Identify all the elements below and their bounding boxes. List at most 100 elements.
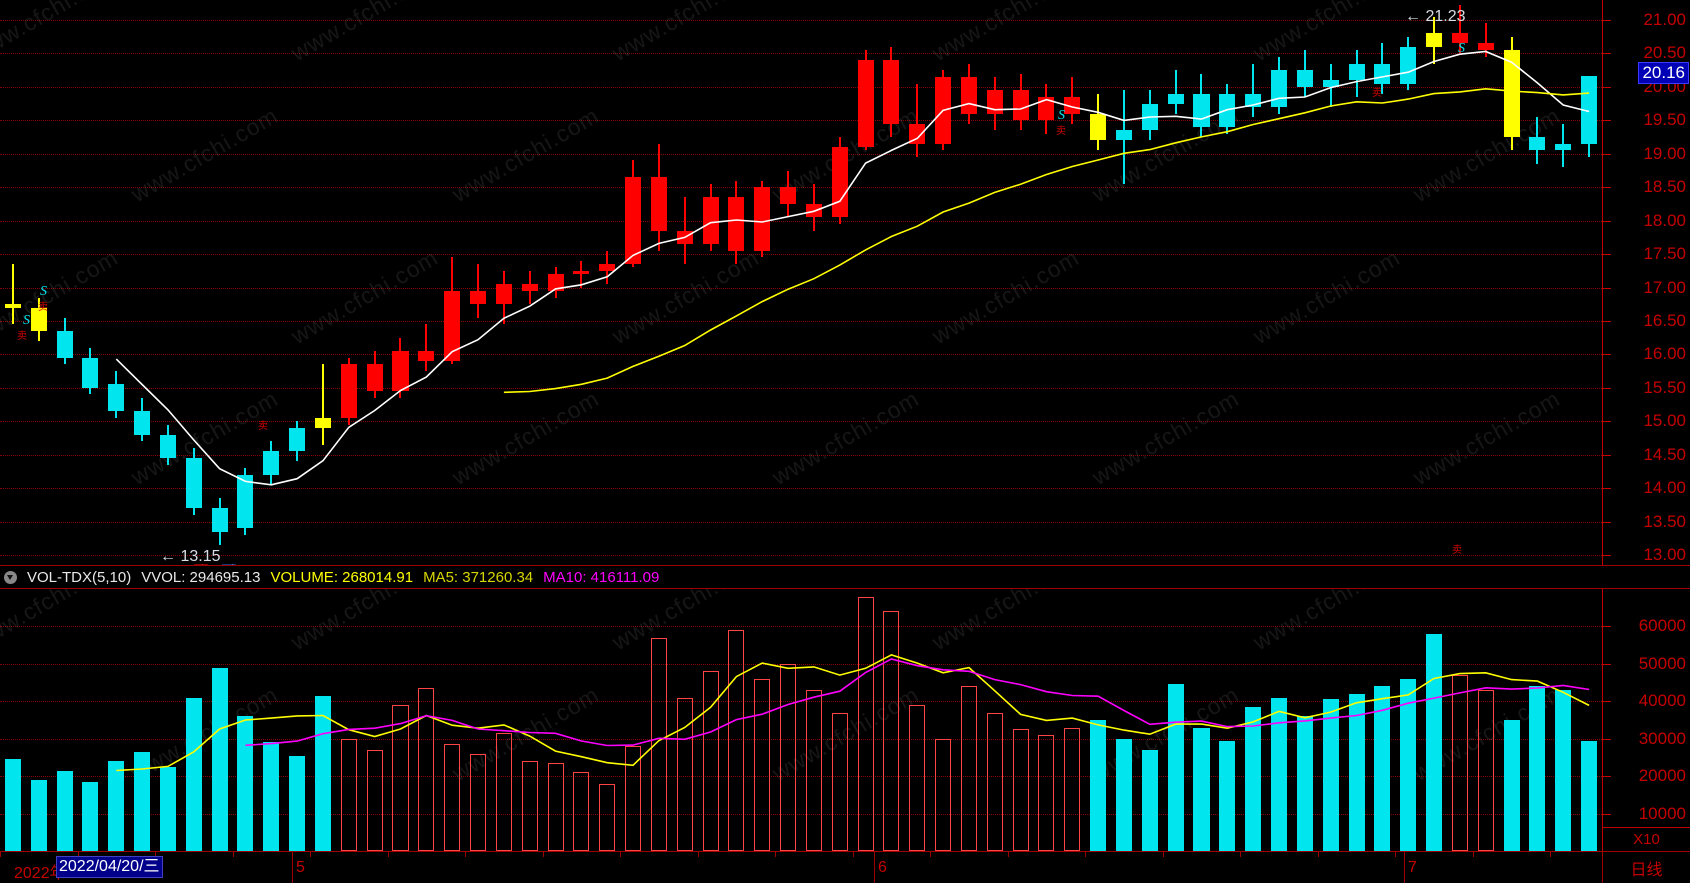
- volume-bar[interactable]: [237, 716, 254, 851]
- candle[interactable]: [599, 0, 616, 565]
- candle[interactable]: [30, 0, 47, 565]
- volume-bar[interactable]: [1322, 699, 1339, 851]
- volume-bar[interactable]: [340, 738, 357, 851]
- volume-bar[interactable]: [1555, 690, 1572, 851]
- volume-bar[interactable]: [4, 759, 21, 851]
- candle[interactable]: [1193, 0, 1210, 565]
- candle[interactable]: [573, 0, 590, 565]
- candle[interactable]: [314, 0, 331, 565]
- volume-bar[interactable]: [211, 667, 228, 851]
- volume-bar[interactable]: [1477, 690, 1494, 851]
- volume-indicator-bar[interactable]: VOL-TDX(5,10) VVOL: 294695.13 VOLUME: 26…: [0, 566, 1690, 588]
- candle[interactable]: [1115, 0, 1132, 565]
- price-plot-area[interactable]: www.cfchi.com www.cfchi.com www.cfchi.com w…: [0, 0, 1602, 565]
- candle[interactable]: [82, 0, 99, 565]
- volume-bar[interactable]: [599, 783, 616, 851]
- candle[interactable]: [935, 0, 952, 565]
- candle[interactable]: [1141, 0, 1158, 565]
- volume-bar[interactable]: [986, 712, 1003, 851]
- volume-bar[interactable]: [314, 695, 331, 851]
- candle[interactable]: [185, 0, 202, 565]
- volume-bar[interactable]: [1245, 706, 1262, 851]
- candle[interactable]: [1477, 0, 1494, 565]
- volume-bar[interactable]: [728, 630, 745, 851]
- candle[interactable]: [392, 0, 409, 565]
- volume-bar[interactable]: [1296, 716, 1313, 851]
- volume-bar[interactable]: [159, 766, 176, 851]
- candle[interactable]: [263, 0, 280, 565]
- candle[interactable]: [289, 0, 306, 565]
- volume-bar[interactable]: [444, 744, 461, 851]
- candle[interactable]: [805, 0, 822, 565]
- volume-bar[interactable]: [1426, 633, 1443, 851]
- candle[interactable]: [883, 0, 900, 565]
- volume-bar[interactable]: [1115, 738, 1132, 851]
- volume-bar[interactable]: [1271, 697, 1288, 851]
- candle[interactable]: [1245, 0, 1262, 565]
- volume-bar[interactable]: [625, 746, 642, 851]
- candle[interactable]: [418, 0, 435, 565]
- volume-bar[interactable]: [547, 763, 564, 851]
- candle[interactable]: [857, 0, 874, 565]
- volume-bar[interactable]: [263, 742, 280, 851]
- candle[interactable]: [831, 0, 848, 565]
- candle[interactable]: [1064, 0, 1081, 565]
- candle[interactable]: [702, 0, 719, 565]
- volume-bar[interactable]: [1167, 684, 1184, 851]
- volume-bar[interactable]: [1503, 720, 1520, 851]
- volume-bar[interactable]: [1529, 686, 1546, 851]
- volume-bar[interactable]: [495, 733, 512, 851]
- volume-bar[interactable]: [1064, 727, 1081, 851]
- candle[interactable]: [986, 0, 1003, 565]
- sell-marker-4[interactable]: S: [1058, 108, 1065, 123]
- candle[interactable]: [444, 0, 461, 565]
- candle[interactable]: [1555, 0, 1572, 565]
- volume-bar[interactable]: [780, 663, 797, 851]
- candle[interactable]: [56, 0, 73, 565]
- volume-bar[interactable]: [935, 738, 952, 851]
- candle[interactable]: [211, 0, 228, 565]
- volume-bar[interactable]: [857, 596, 874, 851]
- candle[interactable]: [754, 0, 771, 565]
- volume-bar[interactable]: [1400, 678, 1417, 851]
- candle[interactable]: [340, 0, 357, 565]
- candle[interactable]: [909, 0, 926, 565]
- volume-bar[interactable]: [831, 712, 848, 851]
- candle[interactable]: [1581, 0, 1598, 565]
- volume-pane[interactable]: www.cfchi.com www.cfchi.com www.cfchi.com w…: [0, 589, 1690, 851]
- volume-bar[interactable]: [1348, 693, 1365, 851]
- candle[interactable]: [108, 0, 125, 565]
- collapse-icon[interactable]: [4, 570, 17, 584]
- volume-bar[interactable]: [676, 697, 693, 851]
- volume-bar[interactable]: [1374, 686, 1391, 851]
- candle[interactable]: [134, 0, 151, 565]
- volume-bar[interactable]: [702, 671, 719, 851]
- volume-bar[interactable]: [1451, 675, 1468, 851]
- volume-bar[interactable]: [56, 770, 73, 851]
- candle[interactable]: [366, 0, 383, 565]
- sell-marker-1[interactable]: S: [40, 284, 47, 299]
- candle[interactable]: [1296, 0, 1313, 565]
- candle[interactable]: [547, 0, 564, 565]
- candle[interactable]: [1503, 0, 1520, 565]
- volume-bar[interactable]: [521, 761, 538, 851]
- volume-bar[interactable]: [1193, 727, 1210, 851]
- volume-bar[interactable]: [108, 761, 125, 851]
- candle[interactable]: [780, 0, 797, 565]
- volume-bar[interactable]: [1141, 749, 1158, 851]
- candle[interactable]: [1400, 0, 1417, 565]
- volume-bar[interactable]: [805, 690, 822, 851]
- volume-bar[interactable]: [1012, 729, 1029, 851]
- candle[interactable]: [960, 0, 977, 565]
- badge-wealth[interactable]: 财: [222, 564, 237, 565]
- volume-bar[interactable]: [82, 781, 99, 851]
- candle[interactable]: [237, 0, 254, 565]
- candle[interactable]: [1322, 0, 1339, 565]
- volume-bar[interactable]: [30, 779, 47, 851]
- candle[interactable]: [1090, 0, 1107, 565]
- candle[interactable]: [1038, 0, 1055, 565]
- volume-bar[interactable]: [909, 705, 926, 851]
- candle[interactable]: [1426, 0, 1443, 565]
- candle[interactable]: [650, 0, 667, 565]
- candle[interactable]: [728, 0, 745, 565]
